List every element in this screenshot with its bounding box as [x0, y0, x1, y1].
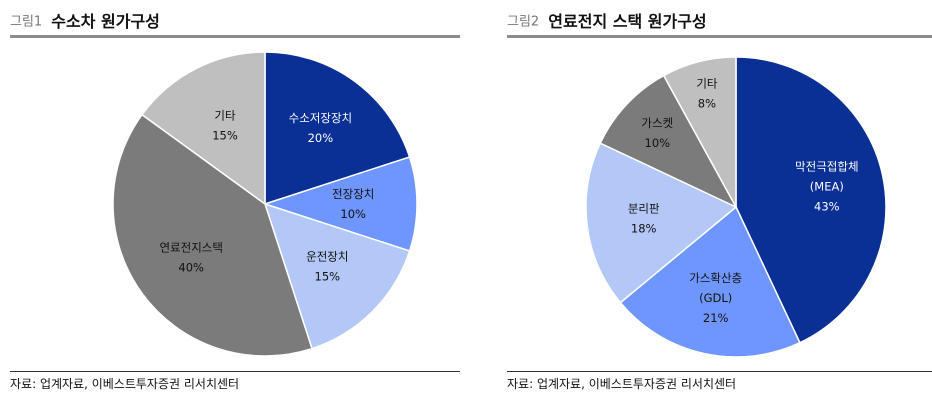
- source-rule: [507, 371, 932, 372]
- pie-slice: [264, 51, 411, 206]
- figure-title-row: 그림1 수소차 원가구성: [10, 8, 160, 34]
- slice-label: 수소저장장치: [289, 111, 352, 125]
- slice-sublabel: (GDL): [699, 291, 732, 305]
- slice-value-label: 10%: [645, 136, 671, 150]
- slice-label: 연료전지스택: [159, 241, 222, 255]
- figure-number: 그림1: [10, 14, 43, 30]
- source-note: 자료: 업계자료, 이베스트투자증권 리서치센터: [507, 377, 737, 391]
- slice-value-label: 40%: [178, 261, 204, 275]
- pie-slice: [619, 205, 801, 358]
- pie-slice: [140, 51, 266, 206]
- pie-slice: [599, 74, 738, 209]
- pie-slice: [112, 113, 313, 357]
- slice-label: 기타: [696, 77, 718, 91]
- slice-label: 분리판: [628, 202, 660, 216]
- slice-value-label: 10%: [340, 207, 366, 221]
- figure-number: 그림2: [507, 14, 540, 30]
- slice-label: 운전장치: [306, 249, 348, 263]
- figure-panel-1: 그림1 수소차 원가구성 수소저장장치 20% 전장장치 10% 운전장치 15% 연료전지…: [0, 0, 460, 400]
- figure-panel-2: 그림2 연료전지 스택 원가구성 막전극접합체 (MEA) 43% 가스확산층 (GDL…: [497, 0, 932, 400]
- figure-title-row: 그림2 연료전지 스택 원가구성: [507, 8, 707, 34]
- pie-slice: [662, 56, 737, 208]
- pie-slice: [585, 142, 738, 304]
- slice-value-label: 15%: [212, 128, 238, 142]
- slice-value-label: 43%: [814, 200, 840, 214]
- slice-value-label: 20%: [308, 131, 334, 145]
- slice-label: 가스확산층: [689, 271, 742, 285]
- slice-value-label: 15%: [315, 269, 341, 283]
- pie-chart-2: 막전극접합체 (MEA) 43% 가스확산층 (GDL) 21% 분리판 18% 가스켓 10% 기…: [585, 56, 887, 358]
- pie-slice: [263, 202, 411, 350]
- slice-value-label: 8%: [698, 97, 716, 111]
- title-rule: [507, 35, 932, 38]
- slice-label: 막전극접합체: [795, 160, 858, 174]
- slice-value-label: 21%: [703, 311, 729, 325]
- slice-label: 가스켓: [641, 116, 673, 130]
- slice-value-label: 18%: [631, 222, 657, 236]
- slice-sublabel: (MEA): [810, 180, 844, 194]
- figure-title: 수소차 원가구성: [51, 12, 160, 31]
- pie-slice: [262, 156, 418, 252]
- figure-title: 연료전지 스택 원가구성: [548, 12, 707, 31]
- pie-chart-1: 수소저장장치 20% 전장장치 10% 운전장치 15% 연료전지스택 40% 기타 15%: [112, 51, 418, 357]
- source-rule: [10, 371, 460, 372]
- title-rule: [10, 35, 460, 38]
- pie-slice: [735, 56, 887, 344]
- slice-label: 기타: [214, 108, 236, 122]
- source-note: 자료: 업계자료, 이베스트투자증권 리서치센터: [10, 377, 240, 391]
- slice-label: 전장장치: [332, 187, 374, 201]
